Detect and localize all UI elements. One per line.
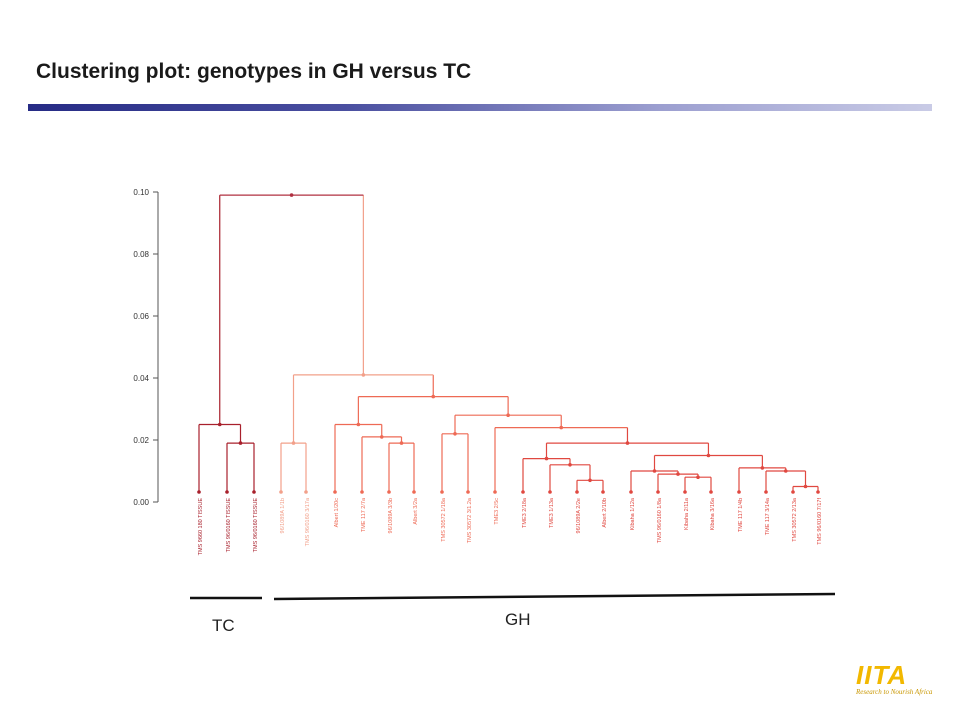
leaf-label: TME3 1/13a bbox=[549, 497, 555, 528]
leaf-node bbox=[333, 490, 337, 494]
leaf-label: TMS 96/0160 TISSUE bbox=[226, 498, 232, 553]
leaf-label: TMS 30572 2/13a bbox=[792, 497, 798, 542]
merge-node bbox=[291, 441, 296, 445]
y-tick-label: 0.00 bbox=[133, 498, 149, 507]
leaf-node bbox=[466, 490, 470, 494]
leaf-label: Kibaha 3/16a bbox=[710, 497, 716, 530]
leaf-label: Kibaha 1/12a bbox=[630, 497, 636, 530]
leaf-label: 96/1089A 1/1b bbox=[280, 498, 286, 533]
y-tick-label: 0.06 bbox=[133, 312, 149, 321]
merge-node bbox=[431, 394, 436, 399]
merge-node bbox=[760, 466, 765, 470]
merge-node bbox=[399, 441, 404, 445]
leaf-node bbox=[601, 490, 605, 494]
y-tick-label: 0.02 bbox=[133, 436, 149, 445]
leaf-node bbox=[816, 490, 820, 494]
leaf-node bbox=[493, 490, 497, 494]
leaf-label: TMS 9660 180 TISSUE bbox=[198, 498, 204, 556]
group-label-gh: GH bbox=[505, 610, 531, 629]
merge-node bbox=[544, 456, 549, 461]
merge-node bbox=[289, 193, 294, 197]
leaf-node bbox=[575, 490, 579, 494]
leaf-label: TME3 2/18a bbox=[522, 497, 528, 528]
merge-node bbox=[379, 435, 384, 439]
title-underline-bar bbox=[28, 104, 932, 111]
leaf-node bbox=[521, 490, 525, 494]
leaf-label: TME 117 2/7a bbox=[361, 497, 367, 532]
leaf-label: TME 117 3/14a bbox=[765, 497, 771, 535]
leaf-node bbox=[548, 490, 552, 494]
y-axis: 0.00 0.02 0.04 0.06 0.08 0.10 bbox=[133, 188, 159, 507]
group-bars bbox=[190, 592, 836, 601]
leaf-label: Kibaha 2/11a bbox=[684, 497, 690, 530]
leaf-label: Albert 1/20c bbox=[334, 498, 340, 528]
dendrogram-branches bbox=[197, 193, 820, 494]
leaf-node bbox=[737, 490, 741, 494]
leaf-label: Albert 2/10b bbox=[602, 498, 608, 528]
leaf-label: 96/1089A 2/2e bbox=[576, 498, 582, 533]
y-tick-label: 0.04 bbox=[133, 374, 149, 383]
leaf-node bbox=[791, 490, 795, 494]
group-bar-gh bbox=[273, 592, 836, 601]
leaf-label: TMS 96/0160 1/8a bbox=[657, 497, 663, 543]
leaf-node bbox=[360, 490, 364, 494]
iita-logo: IITA Research to Nourish Africa bbox=[856, 662, 936, 708]
leaf-node bbox=[656, 490, 660, 494]
leaf-node bbox=[387, 490, 391, 494]
leaf-node bbox=[683, 490, 687, 494]
merge-node bbox=[625, 441, 630, 445]
leaf-label: TMS 96/0160 TISSUE bbox=[253, 498, 259, 553]
merge-node bbox=[559, 425, 564, 430]
leaf-node bbox=[252, 490, 256, 494]
merge-node bbox=[238, 441, 243, 445]
iita-logo-mark: IITA bbox=[856, 660, 908, 690]
leaf-label: 96/1089A 3/3b bbox=[388, 498, 394, 533]
y-tick-label: 0.10 bbox=[133, 188, 149, 197]
leaf-node bbox=[440, 490, 444, 494]
iita-logo-tagline: Research to Nourish Africa bbox=[856, 688, 933, 696]
leaf-label: TMS 30572 1/18a bbox=[441, 497, 447, 542]
merge-node bbox=[361, 373, 366, 377]
y-tick-label: 0.08 bbox=[133, 250, 149, 259]
leaf-node bbox=[764, 490, 768, 494]
leaf-node bbox=[279, 490, 283, 494]
leaf-label: TMS 30572 3/1.2a bbox=[467, 497, 473, 543]
leaf-node bbox=[629, 490, 633, 494]
leaf-labels: TMS 9660 180 TISSUE TMS 96/0160 TISSUE TMS… bbox=[198, 497, 823, 555]
leaf-label: TME 117 1/4b bbox=[738, 498, 744, 532]
leaf-node bbox=[709, 490, 713, 494]
leaf-label: TMS 96/0160 7/17f bbox=[817, 498, 823, 545]
leaf-label: Albert 3/2a bbox=[413, 497, 419, 525]
leaf-node bbox=[412, 490, 416, 494]
leaf-node bbox=[225, 490, 229, 494]
leaf-label: TMS 96/0160 3/17a bbox=[305, 497, 311, 546]
leaf-node bbox=[197, 490, 201, 494]
slide-title: Clustering plot: genotypes in GH versus … bbox=[36, 60, 472, 83]
leaf-node bbox=[304, 490, 308, 494]
leaf-label: TME3 2/5c bbox=[494, 498, 500, 525]
group-label-tc: TC bbox=[212, 616, 235, 635]
merge-node bbox=[676, 472, 680, 476]
